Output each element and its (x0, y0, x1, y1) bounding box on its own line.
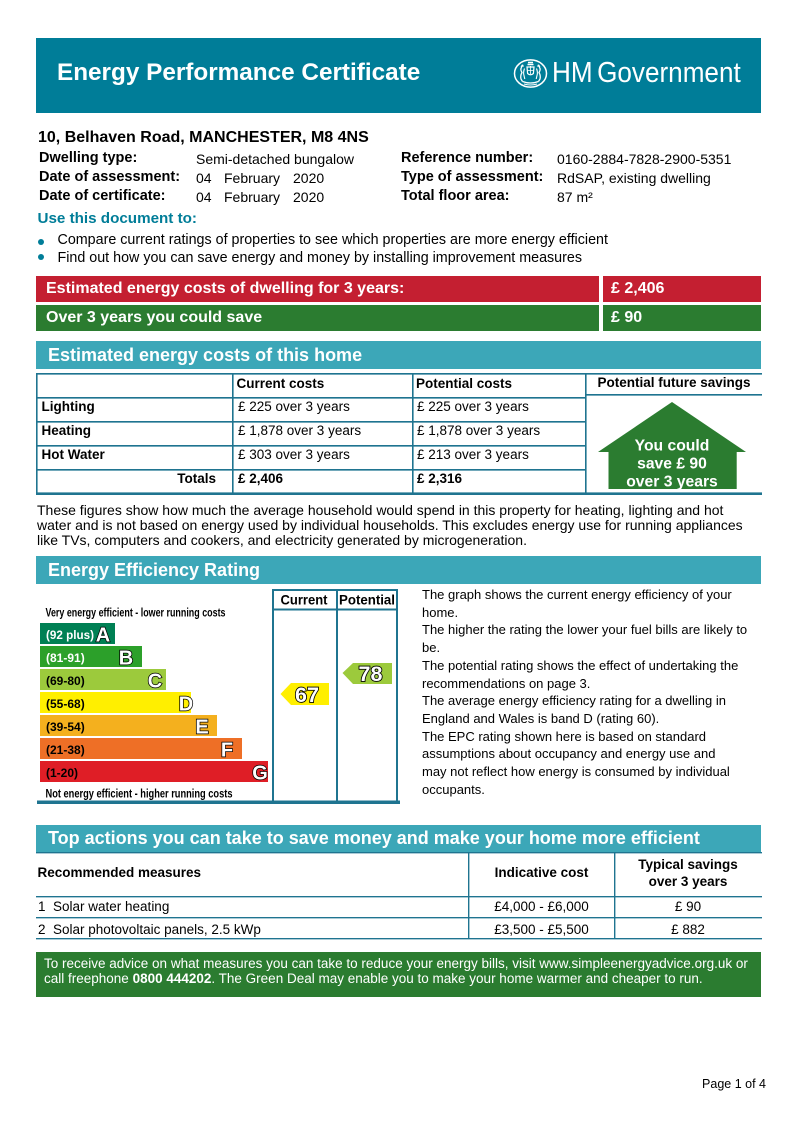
svg-text:Potential: Potential (339, 593, 395, 608)
svg-text:C: C (148, 671, 162, 693)
svg-text:save £ 90: save £ 90 (637, 456, 707, 473)
svg-text:Not energy efficient - higher: Not energy efficient - higher running co… (46, 787, 233, 801)
svg-text:(81-91): (81-91) (46, 651, 85, 665)
svg-text:F: F (221, 740, 233, 762)
svg-text:D: D (179, 694, 193, 716)
svg-text:78: 78 (359, 662, 383, 686)
svg-text:(1-20): (1-20) (46, 766, 78, 780)
svg-text:A: A (96, 625, 110, 647)
svg-text:(55-68): (55-68) (46, 697, 85, 711)
svg-text:G: G (252, 763, 268, 785)
svg-text:E: E (195, 717, 208, 739)
svg-text:(39-54): (39-54) (46, 720, 85, 734)
svg-text:Very energy efficient - lower: Very energy efficient - lower running co… (46, 606, 226, 620)
svg-text:(21-38): (21-38) (46, 743, 85, 757)
svg-text:67: 67 (295, 683, 319, 707)
svg-text:B: B (119, 648, 133, 670)
svg-text:(92 plus): (92 plus) (46, 628, 94, 642)
svg-text:Current: Current (281, 593, 328, 608)
svg-text:You could: You could (635, 438, 710, 455)
svg-text:(69-80): (69-80) (46, 674, 85, 688)
svg-text:over 3 years: over 3 years (626, 474, 718, 491)
